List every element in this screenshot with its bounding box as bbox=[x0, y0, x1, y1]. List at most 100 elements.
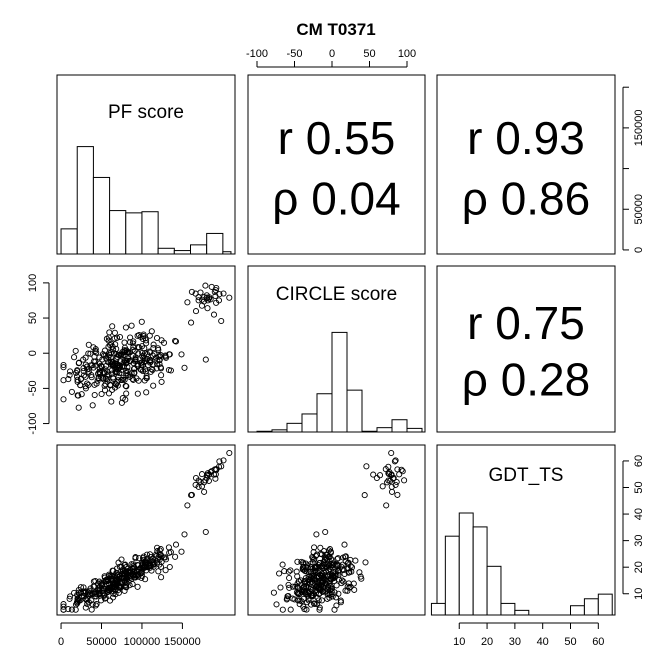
scatter-point-pf-circle bbox=[156, 353, 163, 360]
scatter-point-circle-gdt bbox=[346, 584, 353, 591]
y-tick-label-circle: 0 bbox=[27, 350, 39, 356]
x-tick-label-gdt: 50 bbox=[564, 636, 576, 648]
scatter-point-pf-circle bbox=[68, 388, 75, 395]
correlation-rho-label: ρ 0.04 bbox=[272, 173, 400, 225]
scatter-point-pf-circle bbox=[226, 294, 233, 301]
scatter-point-circle-gdt bbox=[276, 570, 283, 577]
scatter-point-circle-gdt bbox=[393, 478, 400, 486]
scatter-point-pf-gdt bbox=[128, 561, 135, 568]
x-tick-label-circle: -50 bbox=[287, 48, 303, 60]
scatter-point-pf-gdt bbox=[123, 584, 130, 591]
scatter-point-circle-gdt bbox=[311, 556, 318, 563]
scatter-point-pf-circle bbox=[106, 359, 113, 366]
scatter-point-pf-circle bbox=[108, 398, 115, 405]
scatter-point-circle-gdt bbox=[316, 560, 323, 567]
scatter-point-pf-circle bbox=[154, 361, 161, 368]
scatter-point-pf-gdt bbox=[131, 574, 138, 581]
scatter-point-pf-circle bbox=[157, 352, 164, 359]
scatter-point-circle-gdt bbox=[328, 589, 335, 596]
x-tick-label-gdt: 20 bbox=[481, 636, 493, 648]
scatter-point-pf-circle bbox=[92, 362, 99, 369]
scatter-point-pf-circle bbox=[78, 391, 85, 398]
scatter-point-pf-circle bbox=[202, 282, 209, 289]
y-tick-label-circle: 100 bbox=[27, 274, 39, 292]
scatter-point-pf-gdt bbox=[106, 597, 114, 604]
scatter-point-pf-circle bbox=[212, 287, 219, 294]
scatter-point-circle-gdt bbox=[342, 553, 349, 560]
scatter-point-circle-gdt bbox=[309, 593, 316, 600]
scatter-point-pf-gdt bbox=[106, 586, 113, 593]
scatter-point-pf-gdt bbox=[146, 551, 154, 558]
scatter-point-circle-gdt bbox=[325, 547, 332, 554]
scatter-point-pf-gdt bbox=[212, 475, 219, 482]
scatter-point-pf-gdt bbox=[135, 573, 142, 580]
scatter-point-circle-gdt bbox=[361, 492, 368, 499]
scatter-point-pf-circle bbox=[60, 377, 67, 384]
correlation-rho-label: ρ 0.86 bbox=[462, 173, 590, 225]
scatter-point-pf-circle bbox=[105, 337, 112, 344]
scatter-point-circle-gdt bbox=[279, 561, 286, 568]
scatter-point-circle-gdt bbox=[362, 559, 369, 566]
scatter-point-pf-circle bbox=[188, 319, 195, 326]
scatter-point-pf-circle bbox=[158, 378, 165, 385]
scatter-point-circle-gdt bbox=[332, 594, 340, 601]
scatter-point-pf-gdt bbox=[226, 449, 233, 457]
scatter-point-pf-gdt bbox=[215, 463, 223, 470]
scatter-point-circle-gdt bbox=[317, 544, 324, 551]
scatter-point-pf-gdt bbox=[143, 551, 151, 558]
scatter-point-pf-gdt bbox=[115, 589, 122, 596]
histogram-bar-circle bbox=[256, 430, 273, 433]
scatter-point-pf-circle bbox=[120, 363, 128, 370]
scatter-point-pf-circle bbox=[91, 391, 98, 399]
scatter-point-circle-gdt bbox=[326, 579, 333, 587]
histogram-bar-circle bbox=[376, 427, 393, 433]
scatter-point-circle-gdt bbox=[294, 558, 301, 565]
scatter-point-pf-gdt bbox=[166, 563, 173, 571]
scatter-point-pf-circle bbox=[87, 350, 94, 357]
scatter-point-pf-circle bbox=[115, 377, 122, 384]
scatter-point-pf-circle bbox=[98, 363, 105, 370]
scatter-point-circle-gdt bbox=[304, 562, 311, 569]
x-tick-label-gdt: 30 bbox=[509, 636, 521, 648]
scatter-point-pf-gdt bbox=[115, 559, 122, 566]
scatter-point-circle-gdt bbox=[350, 580, 357, 587]
scatter-point-pf-circle bbox=[192, 290, 199, 297]
scatter-point-pf-circle bbox=[142, 335, 149, 342]
scatter-point-pf-gdt bbox=[110, 594, 117, 601]
scatter-point-pf-gdt bbox=[142, 576, 149, 583]
x-tick-label-gdt: 60 bbox=[592, 636, 604, 648]
histogram-bar-pf bbox=[222, 251, 232, 255]
scatter-point-pf-gdt bbox=[121, 587, 128, 594]
panel-frame-r2-c3 bbox=[436, 265, 616, 433]
scatter-point-circle-gdt bbox=[309, 555, 316, 562]
histogram-bar-circle bbox=[346, 389, 363, 433]
correlation-r-label: r 0.93 bbox=[467, 112, 585, 164]
scatter-point-pf-circle bbox=[131, 370, 138, 377]
scatter-point-circle-gdt bbox=[294, 573, 301, 580]
scatter-point-pf-gdt bbox=[66, 595, 73, 602]
scatter-point-pf-gdt bbox=[117, 573, 124, 580]
histogram-bar-pf bbox=[109, 210, 127, 255]
scatter-point-pf-gdt bbox=[178, 548, 185, 555]
histogram-bar-gdt bbox=[514, 609, 530, 616]
scatter-point-pf-gdt bbox=[122, 582, 130, 589]
scatter-point-pf-circle bbox=[123, 390, 130, 397]
scatter-point-pf-circle bbox=[122, 324, 129, 331]
scatter-point-pf-circle bbox=[101, 382, 108, 389]
histogram-bar-pf bbox=[76, 146, 94, 255]
scatter-point-circle-gdt bbox=[340, 578, 347, 585]
scatter-point-circle-gdt bbox=[300, 603, 307, 610]
panel-frame-r3-c2 bbox=[247, 444, 426, 616]
scatter-point-pf-gdt bbox=[172, 553, 179, 560]
scatter-point-pf-circle bbox=[128, 322, 135, 329]
scatter-point-circle-gdt bbox=[401, 477, 408, 484]
histogram-bar-pf bbox=[173, 250, 191, 255]
y-tick-label-gdt-right: 60 bbox=[633, 455, 645, 467]
scatter-point-pf-circle bbox=[215, 297, 223, 304]
scatter-point-pf-gdt bbox=[75, 586, 82, 594]
scatter-point-circle-gdt bbox=[318, 597, 325, 604]
scatter-point-pf-circle bbox=[195, 297, 202, 304]
scatter-point-circle-gdt bbox=[314, 601, 321, 608]
scatter-point-pf-circle bbox=[147, 349, 154, 356]
scatter-point-circle-gdt bbox=[316, 606, 323, 613]
